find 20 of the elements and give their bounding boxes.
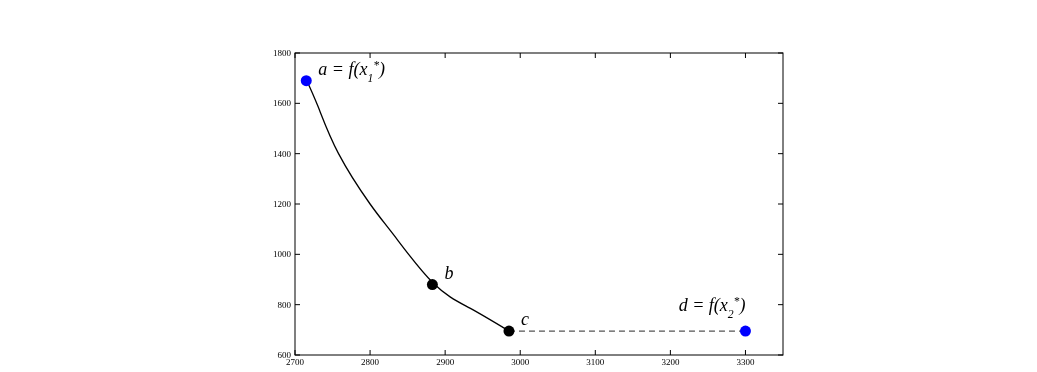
point [739,325,751,337]
annotation: a = f(x$_{1}$$^{*}$) [318,58,386,85]
annotation: d = f(x$_{2}$$^{*}$) [678,294,746,321]
x-tick-label: 3300 [736,357,755,367]
y-tick-label: 1400 [273,148,292,159]
y-tick-label: 1200 [273,199,292,210]
y-tick-label: 1800 [273,48,292,59]
point [503,325,515,337]
annotation: b [444,262,454,283]
x-tick-label: 3100 [586,357,605,367]
point [300,75,312,87]
x-tick-label: 2900 [436,357,455,367]
x-tick-label: 2800 [361,357,380,367]
annotation: c [520,309,529,330]
y-tick-label: 800 [277,299,292,310]
x-tick-label: 3200 [661,357,680,367]
y-tick-label: 1600 [273,98,292,109]
x-tick-label: 3000 [511,357,530,367]
point [426,279,438,291]
y-tick-label: 1000 [273,249,292,260]
